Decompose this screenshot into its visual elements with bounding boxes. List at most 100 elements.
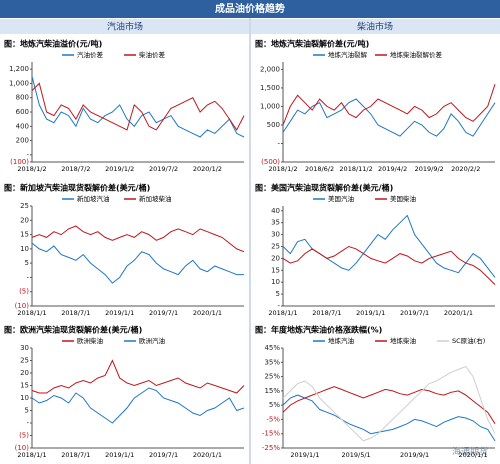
header-bar <box>0 0 500 18</box>
y-tick-label: 10 <box>20 245 29 253</box>
x-tick-label: 2019/1/1 <box>290 451 319 459</box>
y-tick-label: 35 <box>271 219 280 227</box>
y-tick-label: 200 <box>16 137 29 145</box>
y-tick-label: 1,500 <box>260 84 280 92</box>
y-tick-label: 25 <box>20 202 29 210</box>
x-tick-label: 2018/6/2 <box>305 165 334 173</box>
y-tick-label: (5) <box>19 432 29 440</box>
x-tick-label: 2019/1/1 <box>356 309 385 317</box>
legend-label: 新加坡柴油 <box>139 194 172 203</box>
y-tick-label: 10 <box>20 394 29 402</box>
x-tick-label: 2020/1/1 <box>444 309 473 317</box>
legend-label: 欧洲汽油 <box>139 336 165 345</box>
y-tick-label: 20 <box>20 216 29 224</box>
series-line <box>282 84 496 126</box>
x-tick-label: 2019/1/1 <box>105 309 134 317</box>
x-tick-label: 2019/4/2 <box>378 165 407 173</box>
y-tick-label: 15% <box>264 387 280 395</box>
x-tick-label: 2018/1/2 <box>17 165 46 173</box>
x-tick-label: 2018/1/1 <box>17 451 46 459</box>
x-tick-label: 2018/1/2 <box>268 165 297 173</box>
x-tick-label: 2019/7/1 <box>400 309 429 317</box>
chart-title: 图：欧洲汽柴油现货裂解价差(美元/桶) <box>4 325 142 335</box>
series-line <box>282 98 496 137</box>
y-tick-label: 500 <box>267 121 280 129</box>
y-tick-label: 1,000 <box>260 102 280 110</box>
y-tick-label: 35% <box>264 358 280 366</box>
y-tick-label: 2,000 <box>260 65 280 73</box>
legend-label: 汽油价差 <box>77 50 104 59</box>
y-tick-label: 40 <box>271 207 280 215</box>
y-tick-label: 5 <box>25 259 29 267</box>
legend-label: 美国汽油 <box>328 194 354 203</box>
y-tick-label: (5) <box>19 288 29 296</box>
legend-label: 欧洲柴油 <box>77 336 103 345</box>
section-title: 汽油市场 <box>107 21 143 33</box>
x-tick-label: 2020/1/1 <box>193 451 222 459</box>
page-title: 成品油价格趋势 <box>215 2 285 15</box>
y-tick-label: 800 <box>16 94 29 102</box>
y-tick-label: 10 <box>271 278 280 286</box>
x-tick-label: 2018/7/1 <box>312 309 341 317</box>
x-tick-label: 2020/1/1 <box>193 309 222 317</box>
y-tick-label: - <box>26 419 29 427</box>
y-tick-label: -15% <box>262 430 280 438</box>
legend-label: SC原油(右) <box>452 336 485 345</box>
y-tick-label: 5% <box>269 401 280 409</box>
y-tick-label: 15 <box>20 382 29 390</box>
series-line <box>31 242 244 284</box>
y-tick-label: 1,000 <box>9 79 29 87</box>
series-line <box>31 225 245 253</box>
legend-label: 美国柴油 <box>390 194 416 203</box>
y-tick-label: 45% <box>264 344 280 352</box>
y-tick-label: 25 <box>20 357 29 365</box>
y-tick-label: 15 <box>20 231 29 239</box>
legend-label: 地炼汽油 <box>328 336 354 345</box>
x-tick-label: 2018/7/1 <box>61 309 90 317</box>
y-tick-label: 20 <box>271 254 280 262</box>
y-tick-label: (10) <box>15 302 30 310</box>
y-tick-label: - <box>277 139 280 147</box>
y-tick-label: 30 <box>20 344 29 352</box>
y-tick-label: 1,200 <box>9 65 29 73</box>
y-tick-label: 20 <box>20 369 29 377</box>
series-line <box>31 82 245 131</box>
chart-title: 图：地炼汽柴油溢价(元/吨) <box>4 39 102 49</box>
y-tick-label: (500) <box>261 158 280 166</box>
x-tick-label: 2018/11/2 <box>339 165 372 173</box>
section-title: 柴油市场 <box>357 21 393 33</box>
y-tick-label: 30 <box>271 231 280 239</box>
y-tick-label: 600 <box>16 108 29 116</box>
x-tick-label: 2020/1/1 <box>458 451 487 459</box>
x-tick-label: 2019/9/2 <box>415 165 444 173</box>
y-tick-label: - <box>26 151 29 159</box>
y-tick-label: 400 <box>16 122 29 130</box>
series-line <box>282 394 496 442</box>
legend-label: 新加坡汽油 <box>77 194 110 203</box>
section-bar <box>251 19 500 34</box>
series-line <box>31 359 245 394</box>
legend-label: 地炼柴油 <box>390 336 416 345</box>
y-tick-label: 25% <box>264 373 280 381</box>
x-tick-label: 2019/7/2 <box>149 165 178 173</box>
x-tick-label: 2019/1/2 <box>105 165 134 173</box>
series-line <box>282 365 496 442</box>
x-tick-label: 2018/1/1 <box>17 309 46 317</box>
y-tick-label: - <box>26 273 29 281</box>
y-tick-label: -5% <box>266 415 280 423</box>
x-tick-label: 2019/5/1 <box>342 451 371 459</box>
x-tick-label: 2019/7/1 <box>149 451 178 459</box>
section-bar <box>0 19 249 34</box>
chart-title: 图：新加坡汽柴油现货裂解价差(美元/桶) <box>4 183 150 193</box>
x-tick-label: 2019/1/1 <box>105 451 134 459</box>
chart-title: 图：年度地炼汽柴油价格涨跌幅(%) <box>255 325 382 335</box>
x-tick-label: 2020/2/2 <box>451 165 480 173</box>
legend-label: 地炼柴油裂解价差 <box>390 50 443 59</box>
series-line <box>282 386 496 424</box>
y-tick-label: (100) <box>10 158 29 166</box>
x-tick-label: 2020/1/2 <box>193 165 222 173</box>
legend-label: 地炼汽油裂解 <box>328 50 368 59</box>
series-line <box>31 387 245 424</box>
